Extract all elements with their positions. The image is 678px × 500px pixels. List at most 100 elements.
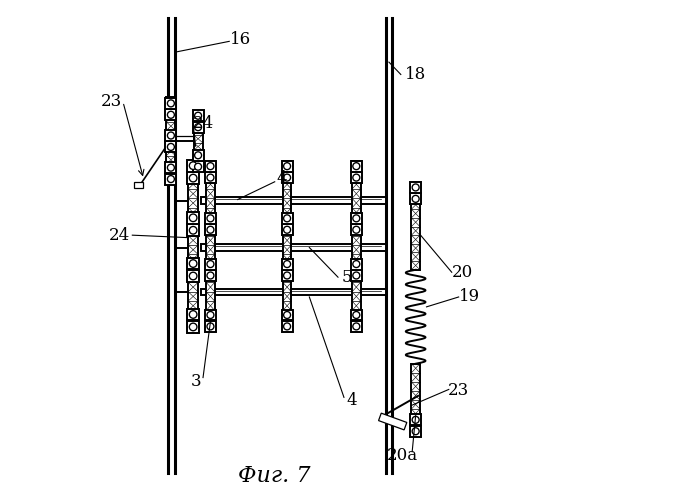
Circle shape	[167, 176, 174, 182]
Bar	[193, 122, 203, 132]
Bar	[187, 270, 199, 282]
Bar	[193, 150, 203, 160]
Bar	[205, 213, 216, 224]
Bar	[205, 321, 216, 332]
Circle shape	[353, 162, 360, 170]
Bar	[281, 321, 292, 332]
Circle shape	[207, 260, 214, 268]
Circle shape	[195, 152, 201, 159]
Text: 20: 20	[452, 264, 473, 281]
Text: 4: 4	[277, 170, 287, 187]
Circle shape	[412, 196, 419, 202]
Bar	[410, 194, 421, 204]
Bar	[187, 224, 199, 236]
Circle shape	[283, 323, 291, 330]
Bar	[351, 160, 362, 172]
Circle shape	[353, 215, 360, 222]
Text: 20а: 20а	[386, 446, 418, 464]
Circle shape	[412, 416, 419, 424]
Circle shape	[412, 428, 419, 434]
Bar	[205, 172, 216, 183]
Circle shape	[167, 100, 174, 107]
Circle shape	[283, 215, 291, 222]
Circle shape	[207, 162, 214, 170]
Bar	[205, 270, 216, 281]
Circle shape	[189, 272, 197, 280]
Bar	[205, 160, 216, 172]
Bar	[201, 197, 386, 204]
Bar	[281, 172, 292, 183]
Circle shape	[353, 260, 360, 268]
Bar	[351, 172, 362, 183]
Circle shape	[167, 132, 174, 139]
Bar	[281, 160, 292, 172]
Circle shape	[283, 226, 291, 233]
Bar	[165, 110, 176, 120]
Circle shape	[195, 163, 201, 170]
Circle shape	[207, 226, 214, 233]
Bar	[351, 213, 362, 224]
Bar	[165, 162, 176, 173]
Text: 16: 16	[230, 32, 251, 48]
Circle shape	[353, 323, 360, 330]
Bar	[410, 182, 421, 193]
Bar	[165, 174, 176, 184]
Bar	[205, 224, 216, 235]
Bar	[187, 308, 199, 320]
Bar	[351, 224, 362, 235]
Circle shape	[189, 226, 197, 234]
Text: 4: 4	[346, 392, 357, 409]
Circle shape	[189, 174, 197, 182]
Bar	[201, 288, 386, 296]
Bar	[351, 321, 362, 332]
Bar	[283, 161, 292, 329]
Bar	[193, 110, 203, 121]
Circle shape	[412, 184, 419, 191]
Bar	[281, 270, 292, 281]
Bar	[281, 224, 292, 235]
Circle shape	[353, 272, 360, 279]
Circle shape	[353, 312, 360, 318]
Circle shape	[189, 162, 197, 170]
Bar	[205, 258, 216, 270]
Bar	[187, 321, 199, 333]
Bar	[281, 258, 292, 270]
Circle shape	[189, 214, 197, 222]
Text: 24: 24	[108, 226, 129, 244]
Bar	[410, 414, 421, 426]
Bar	[166, 96, 176, 181]
Circle shape	[283, 174, 291, 181]
Bar	[165, 130, 176, 141]
Bar	[187, 160, 199, 172]
Circle shape	[167, 144, 174, 150]
Text: Фиг. 7: Фиг. 7	[239, 466, 311, 487]
Circle shape	[207, 323, 214, 330]
Text: 23: 23	[448, 382, 469, 400]
Circle shape	[189, 323, 197, 330]
Bar	[187, 172, 199, 184]
Bar	[165, 142, 176, 152]
Circle shape	[167, 164, 174, 171]
Bar	[281, 310, 292, 320]
Circle shape	[207, 215, 214, 222]
Circle shape	[353, 174, 360, 181]
Bar	[193, 162, 203, 172]
Circle shape	[207, 312, 214, 318]
Circle shape	[167, 112, 174, 118]
Circle shape	[283, 260, 291, 268]
Circle shape	[207, 174, 214, 181]
Bar	[378, 413, 407, 430]
Circle shape	[283, 272, 291, 279]
Circle shape	[353, 226, 360, 233]
Circle shape	[195, 124, 201, 130]
Bar	[351, 270, 362, 281]
Bar	[352, 161, 361, 329]
Circle shape	[189, 260, 197, 268]
Text: 18: 18	[405, 66, 426, 83]
Circle shape	[195, 112, 201, 119]
Bar	[351, 310, 362, 320]
Bar	[201, 244, 386, 251]
Circle shape	[283, 312, 291, 318]
Bar	[187, 258, 199, 270]
Bar	[412, 200, 420, 270]
